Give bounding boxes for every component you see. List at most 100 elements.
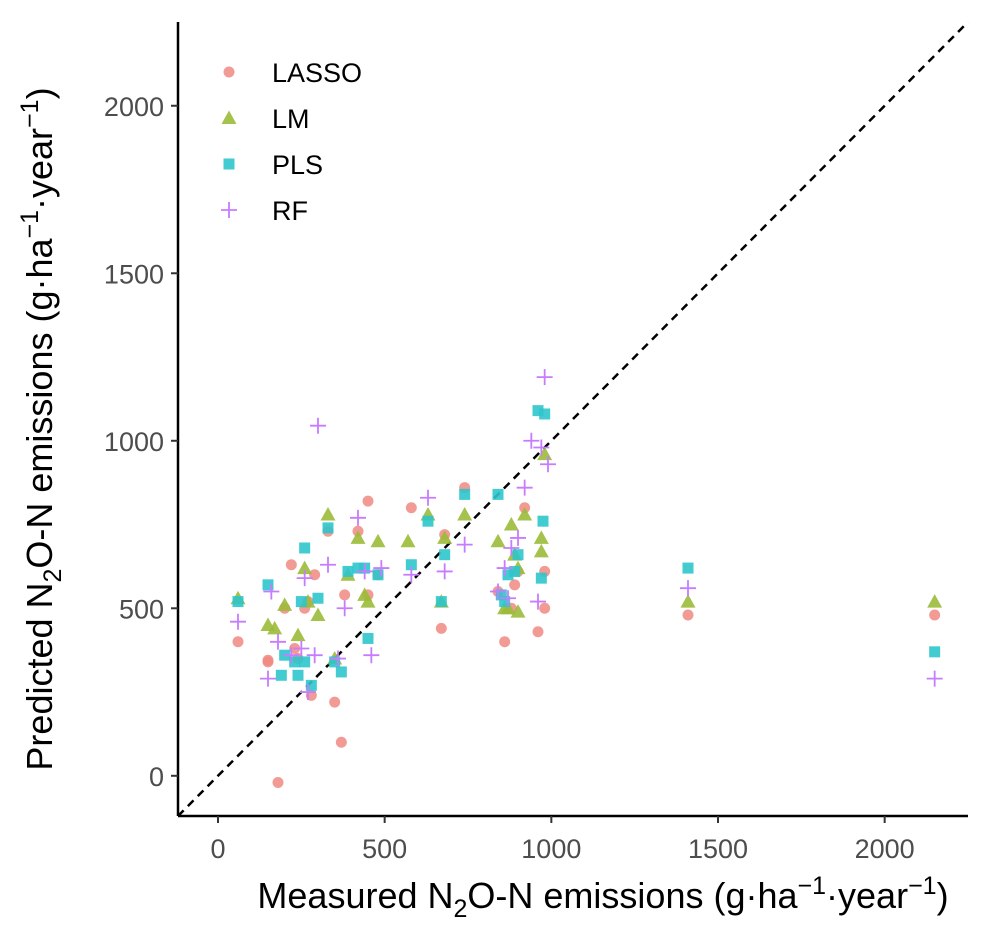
point-lm: [533, 543, 549, 558]
point-rf: [293, 640, 310, 657]
point-rf: [336, 600, 353, 617]
point-pls: [295, 596, 307, 608]
y-tick-label: 0: [149, 762, 164, 792]
point-lm: [500, 600, 516, 615]
y-title-part: Predicted N: [19, 582, 60, 770]
x-tick-label: 1500: [688, 834, 748, 864]
point-lm: [360, 594, 376, 608]
legend-key-lasso: [223, 66, 235, 78]
point-lasso: [682, 609, 694, 621]
point-rf: [363, 647, 380, 664]
point-pls: [512, 549, 524, 561]
point-pls: [232, 596, 244, 608]
point-rf: [680, 580, 696, 597]
legend-label-lasso: LASSO: [272, 58, 362, 88]
point-rf: [503, 539, 520, 556]
point-lm: [517, 506, 533, 521]
point-lm: [320, 506, 336, 521]
x-title-part: Measured N: [257, 875, 453, 916]
point-pls: [492, 488, 504, 500]
point-pls: [535, 572, 547, 584]
y-title-part: ·year: [19, 128, 60, 210]
point-rf: [500, 590, 516, 607]
point-rf: [523, 432, 540, 449]
point-lasso: [509, 579, 521, 591]
y-title-superscript: −1: [16, 210, 44, 239]
data-points: [230, 369, 943, 788]
legend-label-lm: LM: [272, 104, 310, 134]
x-title-superscript: −1: [798, 872, 827, 900]
point-rf: [263, 583, 280, 600]
point-rf: [230, 613, 246, 630]
point-lm: [533, 530, 549, 544]
point-pls: [502, 569, 514, 581]
point-pls: [289, 656, 301, 668]
point-pls: [435, 596, 447, 608]
legend-key-lm: [221, 110, 237, 124]
x-title-part: ): [937, 875, 949, 916]
point-lasso: [329, 696, 341, 708]
point-lm: [927, 594, 943, 608]
point-rf: [510, 529, 526, 546]
plot-area: [177, 21, 969, 817]
point-rf: [456, 536, 473, 553]
x-title-part: ·year: [826, 875, 908, 916]
y-title-superscript: −1: [16, 99, 44, 128]
point-rf: [306, 647, 323, 664]
point-rf: [373, 560, 390, 577]
point-lasso: [362, 495, 374, 507]
y-tick-label: 1500: [104, 259, 164, 289]
x-axis-title: Measured N2O-N emissions (g·ha−1·year−1): [257, 872, 948, 923]
y-tick-label: 1000: [104, 427, 164, 457]
point-lasso: [405, 502, 417, 514]
y-axis-ticks: 0 500 1000 1500 2000: [104, 92, 178, 792]
point-pls: [299, 656, 311, 668]
y-title-part: ): [19, 87, 60, 99]
point-lasso: [262, 654, 274, 666]
point-lasso: [539, 602, 551, 614]
point-rf: [530, 593, 546, 610]
point-lm: [370, 533, 386, 548]
point-rf: [403, 566, 420, 583]
point-lm: [297, 560, 313, 575]
point-pls: [422, 515, 434, 527]
point-rf: [260, 670, 276, 687]
point-pls: [262, 579, 274, 591]
point-rf: [350, 509, 366, 526]
point-pls: [459, 488, 471, 500]
point-pls: [342, 565, 354, 577]
point-rf: [496, 560, 513, 577]
point-pls: [405, 559, 417, 571]
point-rf: [516, 479, 533, 496]
point-rf: [283, 647, 300, 664]
point-pls: [312, 592, 324, 604]
legend-key-pls: [223, 158, 235, 170]
point-lm: [267, 620, 283, 635]
point-pls: [537, 515, 549, 527]
point-lasso: [435, 622, 447, 634]
x-tick-label: 0: [210, 834, 225, 864]
point-pls: [305, 679, 317, 691]
y-tick-label: 500: [119, 594, 164, 624]
point-lm: [310, 607, 326, 621]
point-rf: [533, 439, 550, 456]
point-rf: [540, 456, 556, 473]
point-lm: [457, 506, 473, 521]
point-pls: [532, 405, 544, 417]
point-rf: [300, 684, 316, 701]
point-lm: [503, 517, 519, 531]
y-title-subscript: 2: [39, 569, 67, 583]
point-pls: [329, 656, 341, 668]
point-pls: [292, 669, 304, 681]
identity-reference-line: [177, 21, 969, 817]
point-pls: [275, 669, 287, 681]
x-title-part: O-N emissions (g·ha: [467, 875, 798, 916]
point-lm: [510, 604, 526, 618]
point-lasso: [272, 776, 284, 788]
point-rf: [330, 650, 346, 667]
x-tick-label: 500: [362, 834, 407, 864]
point-pls: [439, 549, 451, 561]
x-tick-label: 1000: [521, 834, 581, 864]
point-rf: [420, 489, 436, 506]
point-lasso: [339, 589, 351, 601]
